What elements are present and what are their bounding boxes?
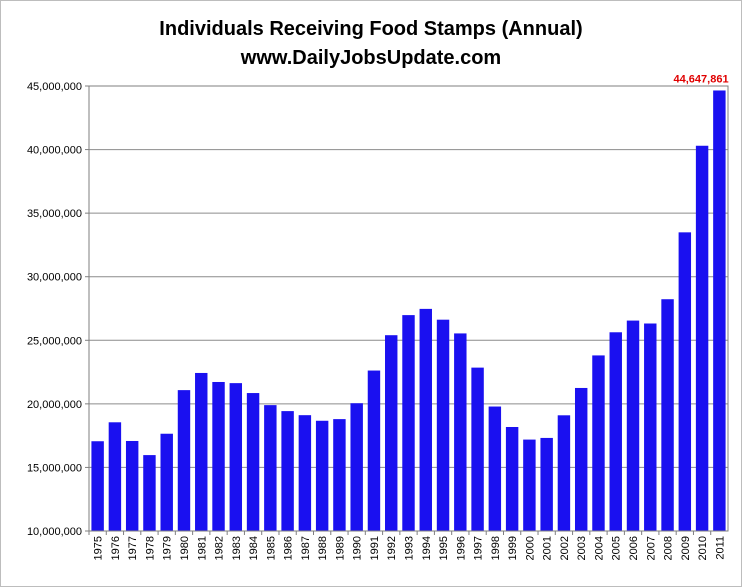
bar-1996 [454, 333, 467, 531]
y-tick-label: 10,000,000 [27, 526, 82, 538]
y-tick-label: 15,000,000 [27, 462, 82, 474]
bar-2011 [713, 90, 726, 531]
bar-1997 [471, 367, 484, 531]
bar-1988 [315, 420, 329, 531]
bar-1991 [367, 370, 381, 531]
x-tick-label: 1992 [386, 536, 398, 560]
bar-1979 [160, 433, 173, 531]
x-tick-label: 1988 [317, 536, 329, 560]
x-tick-label: 2001 [542, 536, 554, 560]
bar-1987 [298, 415, 312, 531]
bar-1982 [212, 381, 225, 531]
x-tick-label: 2000 [524, 536, 536, 560]
x-tick-label: 2011 [714, 536, 726, 560]
x-tick-label: 1994 [421, 536, 433, 560]
x-tick-label: 1993 [404, 536, 416, 560]
x-axis-tick-labels: 1975 1976 1977 1978 1979 1980 1981 1982 1983 1984… [88, 531, 726, 560]
x-tick-label: 1980 [179, 536, 191, 560]
bar-2004 [592, 355, 605, 531]
x-tick-label: 1984 [248, 536, 260, 560]
x-tick-label: 1989 [334, 536, 346, 560]
x-tick-label: 2008 [663, 536, 675, 560]
x-tick-label: 2006 [628, 536, 640, 560]
data-labels: 44,647,861 [674, 73, 729, 85]
bar-2008 [661, 299, 674, 531]
plot-area-border [88, 85, 729, 532]
x-tick-label: 1981 [196, 536, 208, 560]
x-tick-label: 1995 [438, 536, 450, 560]
bar-1984 [246, 393, 260, 531]
bar-2006 [626, 320, 640, 531]
bar-2007 [644, 323, 657, 531]
bar-1999 [505, 426, 519, 531]
bar-2003 [574, 387, 588, 531]
bar-1986 [281, 411, 294, 531]
x-tick-label: 2004 [593, 536, 605, 560]
bar-1985 [264, 405, 277, 531]
data-label-2011: 44,647,861 [674, 73, 729, 85]
x-tick-label: 1990 [352, 536, 364, 560]
y-tick-label: 45,000,000 [27, 81, 82, 93]
x-tick-label: 1998 [490, 536, 502, 560]
x-tick-label: 2002 [559, 536, 571, 560]
bar-1992 [385, 335, 398, 531]
bar-1976 [108, 422, 122, 531]
bar-1993 [402, 315, 415, 531]
x-tick-label: 2010 [697, 536, 709, 560]
x-tick-label: 1983 [231, 536, 243, 560]
bar-1989 [333, 419, 346, 531]
bar-2002 [557, 415, 571, 531]
y-tick-label: 25,000,000 [27, 335, 82, 347]
bars [91, 90, 726, 531]
y-axis-tick-labels: 10,000,000 15,000,000 20,000,000 25,000,000… [27, 81, 82, 538]
x-tick-label: 2003 [576, 536, 588, 560]
x-tick-label: 1996 [455, 536, 467, 560]
chart-title: Individuals Receiving Food Stamps (Annua… [159, 18, 582, 40]
x-tick-label: 1977 [127, 536, 139, 560]
y-tick-label: 35,000,000 [27, 208, 82, 220]
x-tick-label: 1999 [507, 536, 519, 560]
bar-1994 [419, 308, 432, 531]
bar-1990 [350, 403, 363, 531]
x-tick-label: 1978 [144, 536, 156, 560]
x-tick-label: 1987 [300, 536, 312, 560]
bar-1978 [143, 455, 156, 531]
chart-subtitle: www.DailyJobsUpdate.com [240, 47, 501, 69]
y-tick-label: 20,000,000 [27, 399, 82, 411]
x-tick-label: 1986 [283, 536, 295, 560]
x-tick-label: 1985 [265, 536, 277, 560]
y-tick-label: 30,000,000 [27, 272, 82, 284]
y-tick-label: 40,000,000 [27, 145, 82, 157]
bar-1975 [91, 441, 104, 531]
x-tick-label: 1979 [162, 536, 174, 560]
x-tick-label: 1997 [473, 536, 485, 560]
x-tick-label: 1976 [110, 536, 122, 560]
bar-2000 [523, 439, 536, 531]
bar-2010 [695, 145, 709, 531]
bar-1981 [195, 372, 208, 531]
x-tick-label: 1975 [93, 536, 105, 560]
bar-1983 [229, 383, 243, 531]
bar-2009 [678, 232, 692, 531]
x-tick-label: 1982 [214, 536, 226, 560]
x-tick-label: 2005 [611, 536, 623, 560]
bar-2001 [540, 437, 553, 531]
bar-1980 [177, 390, 191, 531]
bar-1998 [488, 406, 502, 531]
x-tick-label: 2007 [645, 536, 657, 560]
bar-1995 [436, 319, 450, 531]
bar-1977 [125, 440, 139, 531]
x-tick-label: 1991 [369, 536, 381, 560]
x-tick-label: 2009 [680, 536, 692, 560]
bar-2005 [609, 332, 622, 531]
